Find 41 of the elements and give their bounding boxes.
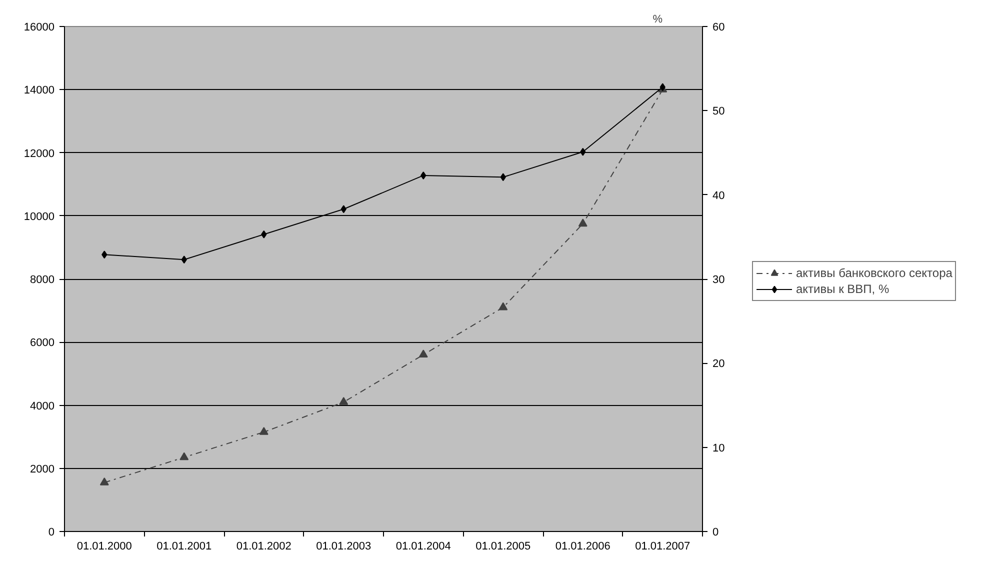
y-tick-label: 6000	[30, 337, 55, 350]
x-tick-label: 01.01.2005	[476, 540, 531, 552]
y-tick-label: 12000	[24, 148, 55, 160]
legend-label: активы банковского сектора	[796, 265, 952, 281]
y2-tick-label: 60	[712, 22, 725, 34]
point	[580, 148, 586, 156]
x-tick-label: 01.01.2004	[396, 540, 451, 552]
y2-axis-title: %	[652, 14, 663, 26]
y2-tick-label: 0	[712, 526, 719, 538]
point	[578, 218, 588, 227]
point	[100, 477, 109, 486]
point	[102, 250, 108, 259]
legend-label: активы к ВВП, %	[796, 281, 890, 297]
point	[181, 256, 187, 264]
point	[420, 171, 426, 180]
point	[259, 426, 268, 435]
point	[498, 302, 508, 310]
y-tick-label: 0	[48, 526, 55, 538]
y2-tick-label: 20	[712, 358, 725, 370]
y2-tick-label: 10	[712, 442, 725, 454]
x-tick-label: 01.01.2001	[156, 540, 212, 552]
point	[340, 205, 346, 214]
point	[339, 396, 348, 405]
x-tick-label: 01.01.2007	[635, 540, 690, 552]
y-tick-label: 14000	[24, 84, 55, 97]
point	[180, 452, 189, 460]
y-tick-label: 4000	[30, 400, 55, 412]
y2-tick-label: 30	[712, 274, 725, 286]
y2-tick-label: 40	[712, 190, 725, 202]
x-tick-label: 01.01.2000	[76, 540, 132, 552]
point	[261, 230, 267, 238]
x-tick-label: 01.01.2003	[316, 540, 372, 552]
y2-tick-label: 50	[712, 106, 725, 118]
point	[500, 173, 506, 182]
x-tick-label: 01.01.2006	[555, 540, 610, 552]
point	[418, 350, 428, 358]
y-tick-label: 8000	[30, 274, 55, 286]
x-tick-label: 01.01.2002	[236, 540, 292, 552]
y-tick-label: 10000	[24, 210, 55, 223]
y-tick-label: 2000	[30, 463, 55, 476]
y-tick-label: 16000	[24, 22, 55, 34]
